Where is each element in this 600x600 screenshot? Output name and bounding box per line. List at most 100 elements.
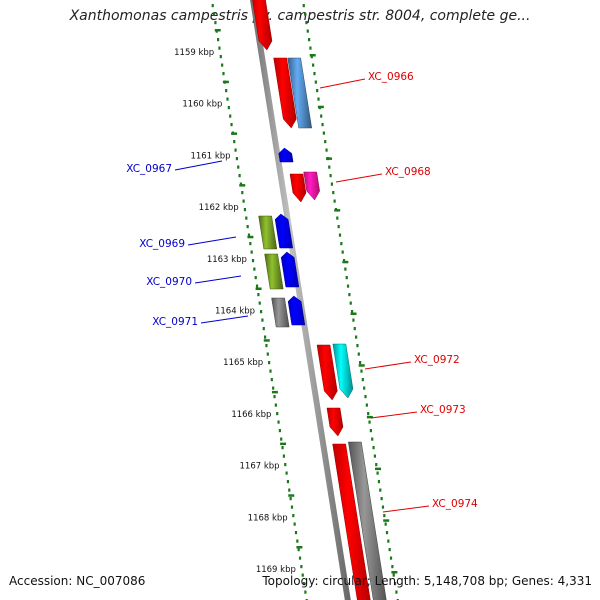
scale-dot-right xyxy=(346,284,350,288)
scale-dot-left xyxy=(255,284,259,288)
gene-label-xc0973[interactable]: XC_0973 xyxy=(420,404,466,416)
scale-dot-left xyxy=(302,582,306,586)
scale-dot-right xyxy=(393,582,397,586)
gene-xc0968-a[interactable] xyxy=(289,173,307,203)
gene-label-xc0968[interactable]: XC_0968 xyxy=(385,166,431,178)
scale-dot-left xyxy=(277,420,280,424)
scale-major-tick-right xyxy=(375,467,382,471)
accession-text: Accession: NC_007086 xyxy=(9,574,146,588)
gene-label-xc0967[interactable]: XC_0967 xyxy=(126,163,172,175)
scale-major-tick-left xyxy=(255,287,262,290)
scale-major-tick-left xyxy=(271,390,278,394)
scale-dot-left xyxy=(247,233,251,237)
scale-dot-right xyxy=(389,556,393,560)
gene-xc0972[interactable] xyxy=(316,344,338,401)
scale-dot-right xyxy=(317,97,320,101)
scale-major-tick-right xyxy=(334,209,341,212)
genome-backbone xyxy=(250,0,351,600)
scale-label: 1160 kbp xyxy=(182,100,222,110)
gene-label-xc0971[interactable]: XC_0971 xyxy=(152,316,198,328)
gene-label-xc0972[interactable]: XC_0972 xyxy=(414,354,460,366)
scale-dot-right xyxy=(336,216,339,220)
scale-dot-left xyxy=(211,4,214,8)
scale-dot-left xyxy=(259,310,263,314)
scale-dot-right xyxy=(349,301,352,305)
gene-xc0968-b[interactable] xyxy=(303,171,320,201)
scale-dot-right xyxy=(303,12,307,16)
scale-dot-right xyxy=(342,259,346,263)
scale-dot-left xyxy=(292,514,295,518)
scale-dot-left xyxy=(266,352,269,356)
scale-dot-left xyxy=(222,72,225,76)
scale-dot-right xyxy=(379,488,382,492)
scale-major-tick-left xyxy=(280,442,287,446)
scale-dot-left xyxy=(276,412,279,416)
scale-dot-left xyxy=(300,565,303,569)
scale-dot-left xyxy=(269,369,272,373)
scale-dot-right xyxy=(314,80,317,84)
scale-dot-left xyxy=(273,395,276,399)
scale-dot-right xyxy=(316,89,319,93)
scale-major-tick-left xyxy=(288,494,295,497)
gene-label-xc0969[interactable]: XC_0969 xyxy=(139,238,185,250)
gene-xc0970-olive[interactable] xyxy=(264,253,284,290)
scale-dot-right xyxy=(360,369,363,373)
scale-dot-left xyxy=(219,55,222,59)
scale-dot-left xyxy=(293,522,296,526)
scale-label: 1164 kbp xyxy=(215,307,255,317)
scale-dot-left xyxy=(304,590,307,594)
scale-dot-right xyxy=(340,242,343,246)
scale-dot-right xyxy=(369,429,372,433)
scale-dot-right xyxy=(373,454,377,458)
leader-line xyxy=(200,315,249,324)
gene-xc0974-gray[interactable] xyxy=(348,441,388,600)
scale-dot-left xyxy=(265,344,268,348)
gene-xc0971-gray[interactable] xyxy=(271,297,290,328)
gene-xc0967[interactable] xyxy=(278,147,294,163)
gene-xc0966[interactable] xyxy=(273,57,297,129)
gene-xc0969[interactable] xyxy=(274,213,293,249)
scale-dot-left xyxy=(221,63,224,67)
scale-dot-right xyxy=(359,361,362,365)
scale-label: 1163 kbp xyxy=(207,255,247,265)
scale-dot-left xyxy=(262,327,265,331)
leader-line xyxy=(174,160,223,171)
scale-major-tick-right xyxy=(358,364,365,367)
scale-major-tick-left xyxy=(239,184,246,187)
gene-xc0969-olive[interactable] xyxy=(258,215,278,250)
scale-dot-right xyxy=(325,148,328,152)
scale-dot-left xyxy=(242,199,245,203)
scale-dot-left xyxy=(261,318,264,322)
gene-xc0973[interactable] xyxy=(326,407,344,437)
scale-dot-left xyxy=(229,114,232,118)
gene-xc0971[interactable] xyxy=(287,295,306,326)
scale-dot-left xyxy=(301,573,304,577)
gene-xc0972-cyan[interactable] xyxy=(332,343,354,399)
scale-major-tick-right xyxy=(366,415,373,419)
gene-label-xc0970[interactable]: XC_0970 xyxy=(146,276,192,288)
gene-label-xc0966[interactable]: XC_0966 xyxy=(368,71,414,83)
scale-major-tick-left xyxy=(231,132,238,135)
gene-red[interactable] xyxy=(251,0,273,51)
scale-dot-left xyxy=(246,225,249,229)
gene-xc0974[interactable] xyxy=(332,443,372,600)
scale-dot-left xyxy=(281,446,284,450)
scale-dot-left xyxy=(217,38,220,42)
scale-dot-right xyxy=(306,29,309,33)
scale-dot-right xyxy=(365,403,368,407)
scale-label: 1165 kbp xyxy=(223,358,263,368)
scale-dot-right xyxy=(337,225,340,229)
scale-dot-left xyxy=(237,165,240,169)
scale-dot-right xyxy=(332,191,335,195)
scale-dot-right xyxy=(387,539,390,543)
scale-dot-left xyxy=(234,148,237,152)
scale-dot-left xyxy=(282,454,286,458)
gene-steelblue[interactable] xyxy=(287,57,313,129)
scale-dot-left xyxy=(270,378,273,382)
scale-major-tick-left xyxy=(263,339,270,342)
gene-label-xc0974[interactable]: XC_0974 xyxy=(432,498,478,510)
scale-major-tick-left xyxy=(214,29,221,32)
scale-major-tick-left xyxy=(296,546,303,549)
gene-xc0970[interactable] xyxy=(280,251,300,288)
scale-dot-left xyxy=(243,208,247,212)
